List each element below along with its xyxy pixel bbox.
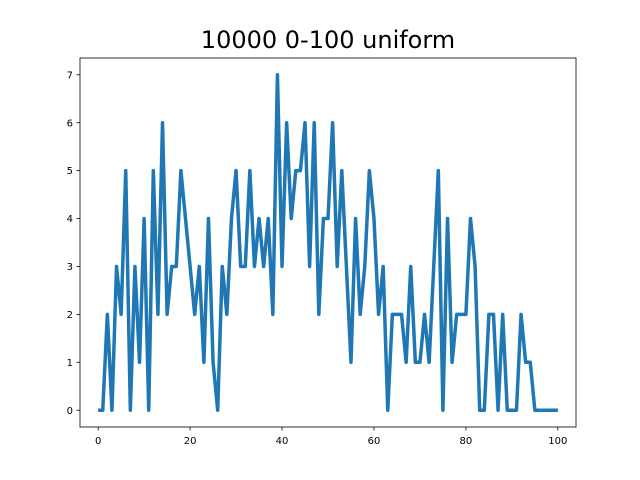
x-tick-label: 60 <box>368 436 381 447</box>
chart-title: 10000 0-100 uniform <box>201 26 455 54</box>
plot-frame <box>79 57 577 428</box>
y-tick-label: 6 <box>67 118 73 129</box>
y-tick-label: 7 <box>67 70 73 81</box>
y-tick-label: 5 <box>67 166 73 177</box>
series-line <box>98 73 558 412</box>
x-tick-label: 40 <box>276 436 289 447</box>
x-tick-label: 0 <box>95 436 101 447</box>
x-tick-label: 80 <box>460 436 473 447</box>
y-axis: 0 1 2 3 4 5 6 7 <box>67 70 80 417</box>
y-tick-label: 2 <box>67 310 73 321</box>
x-axis: 0 20 40 60 80 100 <box>95 427 567 447</box>
series-layer <box>98 73 558 412</box>
plot-area <box>80 58 576 427</box>
y-tick-label: 1 <box>67 358 73 369</box>
y-tick-label: 3 <box>67 262 73 273</box>
y-tick-label: 0 <box>67 406 73 417</box>
x-tick-label: 100 <box>548 436 567 447</box>
x-tick-label: 20 <box>184 436 197 447</box>
y-tick-label: 4 <box>67 214 73 225</box>
